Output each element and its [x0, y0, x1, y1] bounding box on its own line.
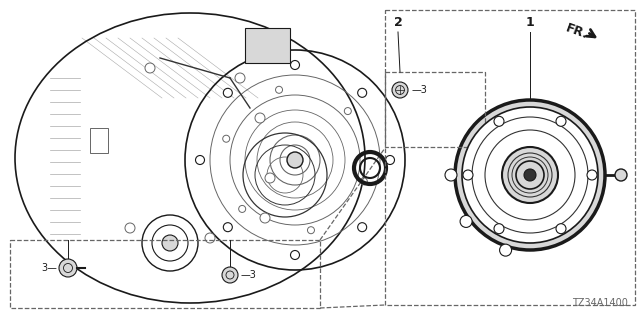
Bar	[90, 128, 108, 153]
Circle shape	[260, 213, 270, 223]
Circle shape	[455, 100, 605, 250]
Circle shape	[223, 223, 232, 232]
Circle shape	[265, 173, 275, 183]
Circle shape	[615, 169, 627, 181]
Bar	[385, 10, 635, 305]
Bar	[385, 72, 485, 147]
Circle shape	[205, 233, 215, 243]
Text: TZ34A1400: TZ34A1400	[572, 298, 628, 308]
Circle shape	[463, 170, 473, 180]
Circle shape	[276, 86, 282, 93]
Text: 3—: 3—	[41, 263, 57, 273]
Circle shape	[145, 63, 155, 73]
Text: FR.: FR.	[564, 22, 590, 42]
Circle shape	[385, 156, 394, 164]
Circle shape	[460, 215, 472, 228]
Text: —3: —3	[241, 270, 257, 280]
Circle shape	[516, 161, 544, 189]
Circle shape	[358, 88, 367, 97]
Circle shape	[494, 116, 504, 126]
Circle shape	[502, 147, 558, 203]
Circle shape	[462, 107, 598, 243]
Circle shape	[392, 82, 408, 98]
Circle shape	[307, 227, 314, 234]
Circle shape	[162, 235, 178, 251]
Circle shape	[344, 108, 351, 115]
Circle shape	[59, 259, 77, 277]
Circle shape	[500, 244, 511, 256]
Circle shape	[255, 113, 265, 123]
Circle shape	[291, 251, 300, 260]
Circle shape	[556, 116, 566, 126]
Bar	[10, 240, 320, 308]
Circle shape	[125, 223, 135, 233]
Circle shape	[222, 267, 238, 283]
Circle shape	[291, 60, 300, 69]
Circle shape	[445, 169, 457, 181]
Circle shape	[239, 205, 246, 212]
Text: 2: 2	[394, 15, 403, 28]
Text: —3: —3	[412, 85, 428, 95]
Circle shape	[195, 156, 205, 164]
Bar	[245, 28, 290, 63]
Circle shape	[524, 169, 536, 181]
Circle shape	[235, 73, 245, 83]
Circle shape	[556, 224, 566, 234]
Circle shape	[287, 152, 303, 168]
Circle shape	[223, 135, 230, 142]
Circle shape	[223, 88, 232, 97]
Circle shape	[358, 223, 367, 232]
Text: 1: 1	[525, 15, 534, 28]
Circle shape	[587, 170, 597, 180]
Circle shape	[360, 178, 367, 185]
Circle shape	[494, 224, 504, 234]
